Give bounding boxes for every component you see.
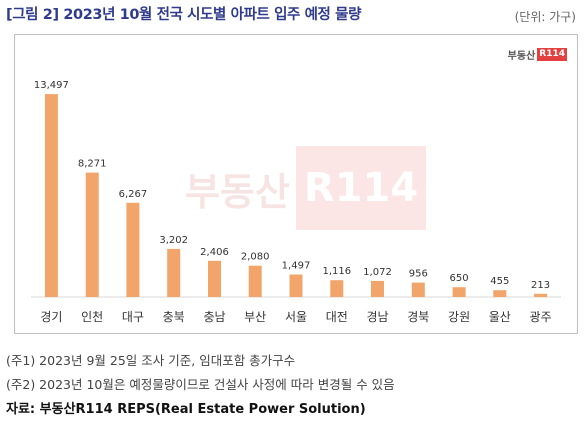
bar-11: [493, 290, 507, 297]
data-label-12: 213: [531, 280, 550, 291]
data-label-1: 8,271: [78, 159, 107, 170]
source-line: 자료: 부동산R114 REPS(Real Estate Power Solut…: [6, 402, 366, 417]
bar-7: [330, 280, 344, 297]
bar-chart: 13,497 경기 8,271 인천 6,267 대구 3,202 충북 2,406 충남 2,08…: [31, 80, 561, 324]
category-label-0: 경기: [40, 310, 62, 324]
bar-12: [534, 293, 548, 297]
category-label-5: 부산: [244, 310, 266, 324]
chart-frame: 부동산 R114 부동산 R114 13,497 경기 8,271 인천 6,267 대구…: [14, 34, 578, 334]
category-label-8: 경남: [366, 310, 388, 324]
category-label-1: 인천: [81, 309, 103, 324]
bar-8: [371, 280, 384, 297]
bar-5: [248, 265, 262, 297]
data-label-7: 1,116: [322, 266, 351, 277]
bar-0: [44, 94, 58, 297]
footnote-2: (주2) 2023년 10월은 예정물량이므로 건설사 사정에 따라 변경될 수…: [6, 377, 395, 392]
data-label-10: 650: [450, 273, 469, 284]
brand-logo-badge: R114: [537, 48, 567, 61]
bar-2: [126, 202, 140, 297]
watermark-text: 부동산: [185, 169, 290, 214]
data-label-6: 1,497: [282, 261, 311, 272]
category-label-2: 대구: [122, 310, 144, 324]
bar-3: [167, 248, 181, 297]
category-label-10: 강원: [448, 310, 470, 324]
data-label-11: 455: [490, 276, 509, 287]
data-label-0: 13,497: [34, 80, 69, 91]
data-label-2: 6,267: [119, 189, 148, 200]
brand-logo: 부동산 R114: [508, 47, 567, 62]
bar-9: [411, 282, 425, 297]
watermark-badge: R114: [295, 146, 427, 230]
bar-1: [85, 172, 99, 297]
bar-6: [289, 274, 303, 297]
data-label-9: 956: [409, 269, 428, 280]
data-label-5: 2,080: [241, 252, 270, 263]
data-label-3: 3,202: [159, 235, 188, 246]
footnote-1: (주1) 2023년 9월 25일 조사 기준, 임대포함 총가구수: [6, 353, 296, 368]
brand-logo-text: 부동산: [507, 51, 536, 62]
category-label-4: 충남: [203, 310, 225, 324]
watermark: 부동산 R114: [185, 143, 427, 233]
data-label-4: 2,406: [200, 247, 229, 258]
category-label-7: 대전: [326, 310, 348, 324]
unit-label: (단위: 가구): [514, 10, 576, 24]
category-label-3: 충북: [163, 310, 185, 324]
category-label-12: 광주: [530, 310, 552, 324]
category-label-6: 서울: [285, 310, 307, 324]
bar-4: [208, 260, 221, 297]
bar-10: [452, 287, 466, 297]
category-label-9: 경북: [407, 310, 429, 324]
chart-title: [그림 2] 2023년 10월 전국 시도별 아파트 입주 예정 물량: [6, 7, 362, 23]
data-label-8: 1,072: [363, 267, 392, 278]
category-label-11: 울산: [489, 310, 511, 324]
